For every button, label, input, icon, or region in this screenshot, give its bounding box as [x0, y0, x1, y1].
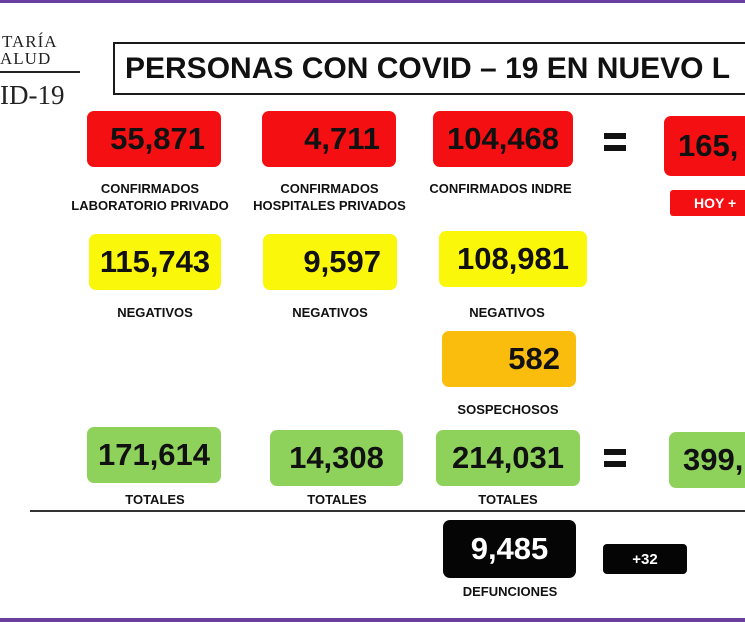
section-divider	[30, 510, 745, 512]
confirmed-private-lab-value: 55,871	[87, 111, 221, 167]
confirmed-indre-value: 104,468	[433, 111, 573, 167]
equals-sign-totals	[604, 449, 626, 467]
totals-private-hospitals-value: 14,308	[270, 430, 403, 486]
confirmed-private-hospitals-label: CONFIRMADOS HOSPITALES PRIVADOS	[242, 180, 417, 214]
negatives-private-lab-label: NEGATIVOS	[117, 305, 193, 320]
totals-indre-label: TOTALES	[478, 492, 538, 507]
negatives-private-lab-value: 115,743	[89, 234, 221, 290]
suspects-label: SOSPECHOSOS	[457, 402, 559, 417]
totals-private-hospitals-label: TOTALES	[307, 492, 367, 507]
confirmed-private-hospitals-label-line1: CONFIRMADOS	[280, 181, 379, 196]
logo-line-2: ALUD	[0, 49, 52, 68]
negatives-private-hospitals-label: NEGATIVOS	[292, 305, 368, 320]
deaths-value: 9,485	[443, 520, 576, 578]
confirmed-indre-label: CONFIRMADOS INDRE	[429, 181, 572, 196]
equals-sign-confirmed	[604, 133, 626, 151]
confirmed-private-hospitals-value: 4,711	[262, 111, 396, 167]
health-secretariat-logo: TARÍA ALUD ID-19	[0, 32, 82, 112]
negatives-indre-value: 108,981	[439, 231, 587, 287]
logo-line-1: TARÍA	[2, 32, 58, 51]
today-new-badge: HOY +	[670, 190, 745, 216]
logo-line-3: ID-19	[0, 80, 65, 110]
totals-private-lab-value: 171,614	[87, 427, 221, 483]
totals-indre-value: 214,031	[436, 430, 580, 486]
confirmed-private-lab-label-line2: LABORATORIO PRIVADO	[71, 198, 229, 213]
deaths-label: DEFUNCIONES	[462, 584, 558, 599]
page-title: PERSONAS CON COVID – 19 EN NUEVO L	[125, 52, 731, 85]
confirmed-total-value: 165,	[664, 116, 745, 176]
negatives-private-hospitals-value: 9,597	[263, 234, 397, 290]
confirmed-private-lab-label: CONFIRMADOS LABORATORIO PRIVADO	[60, 180, 240, 214]
title-box: PERSONAS CON COVID – 19 EN NUEVO L	[113, 42, 745, 95]
negatives-indre-label: NEGATIVOS	[469, 305, 545, 320]
grand-total-value: 399,	[669, 432, 745, 488]
confirmed-private-lab-label-line1: CONFIRMADOS	[100, 181, 200, 196]
suspects-value: 582	[442, 331, 576, 387]
deaths-today-badge: +32	[603, 544, 687, 574]
logo-rule	[0, 71, 80, 73]
confirmed-private-hospitals-label-line2: HOSPITALES PRIVADOS	[253, 198, 406, 213]
totals-private-lab-label: TOTALES	[125, 492, 185, 507]
